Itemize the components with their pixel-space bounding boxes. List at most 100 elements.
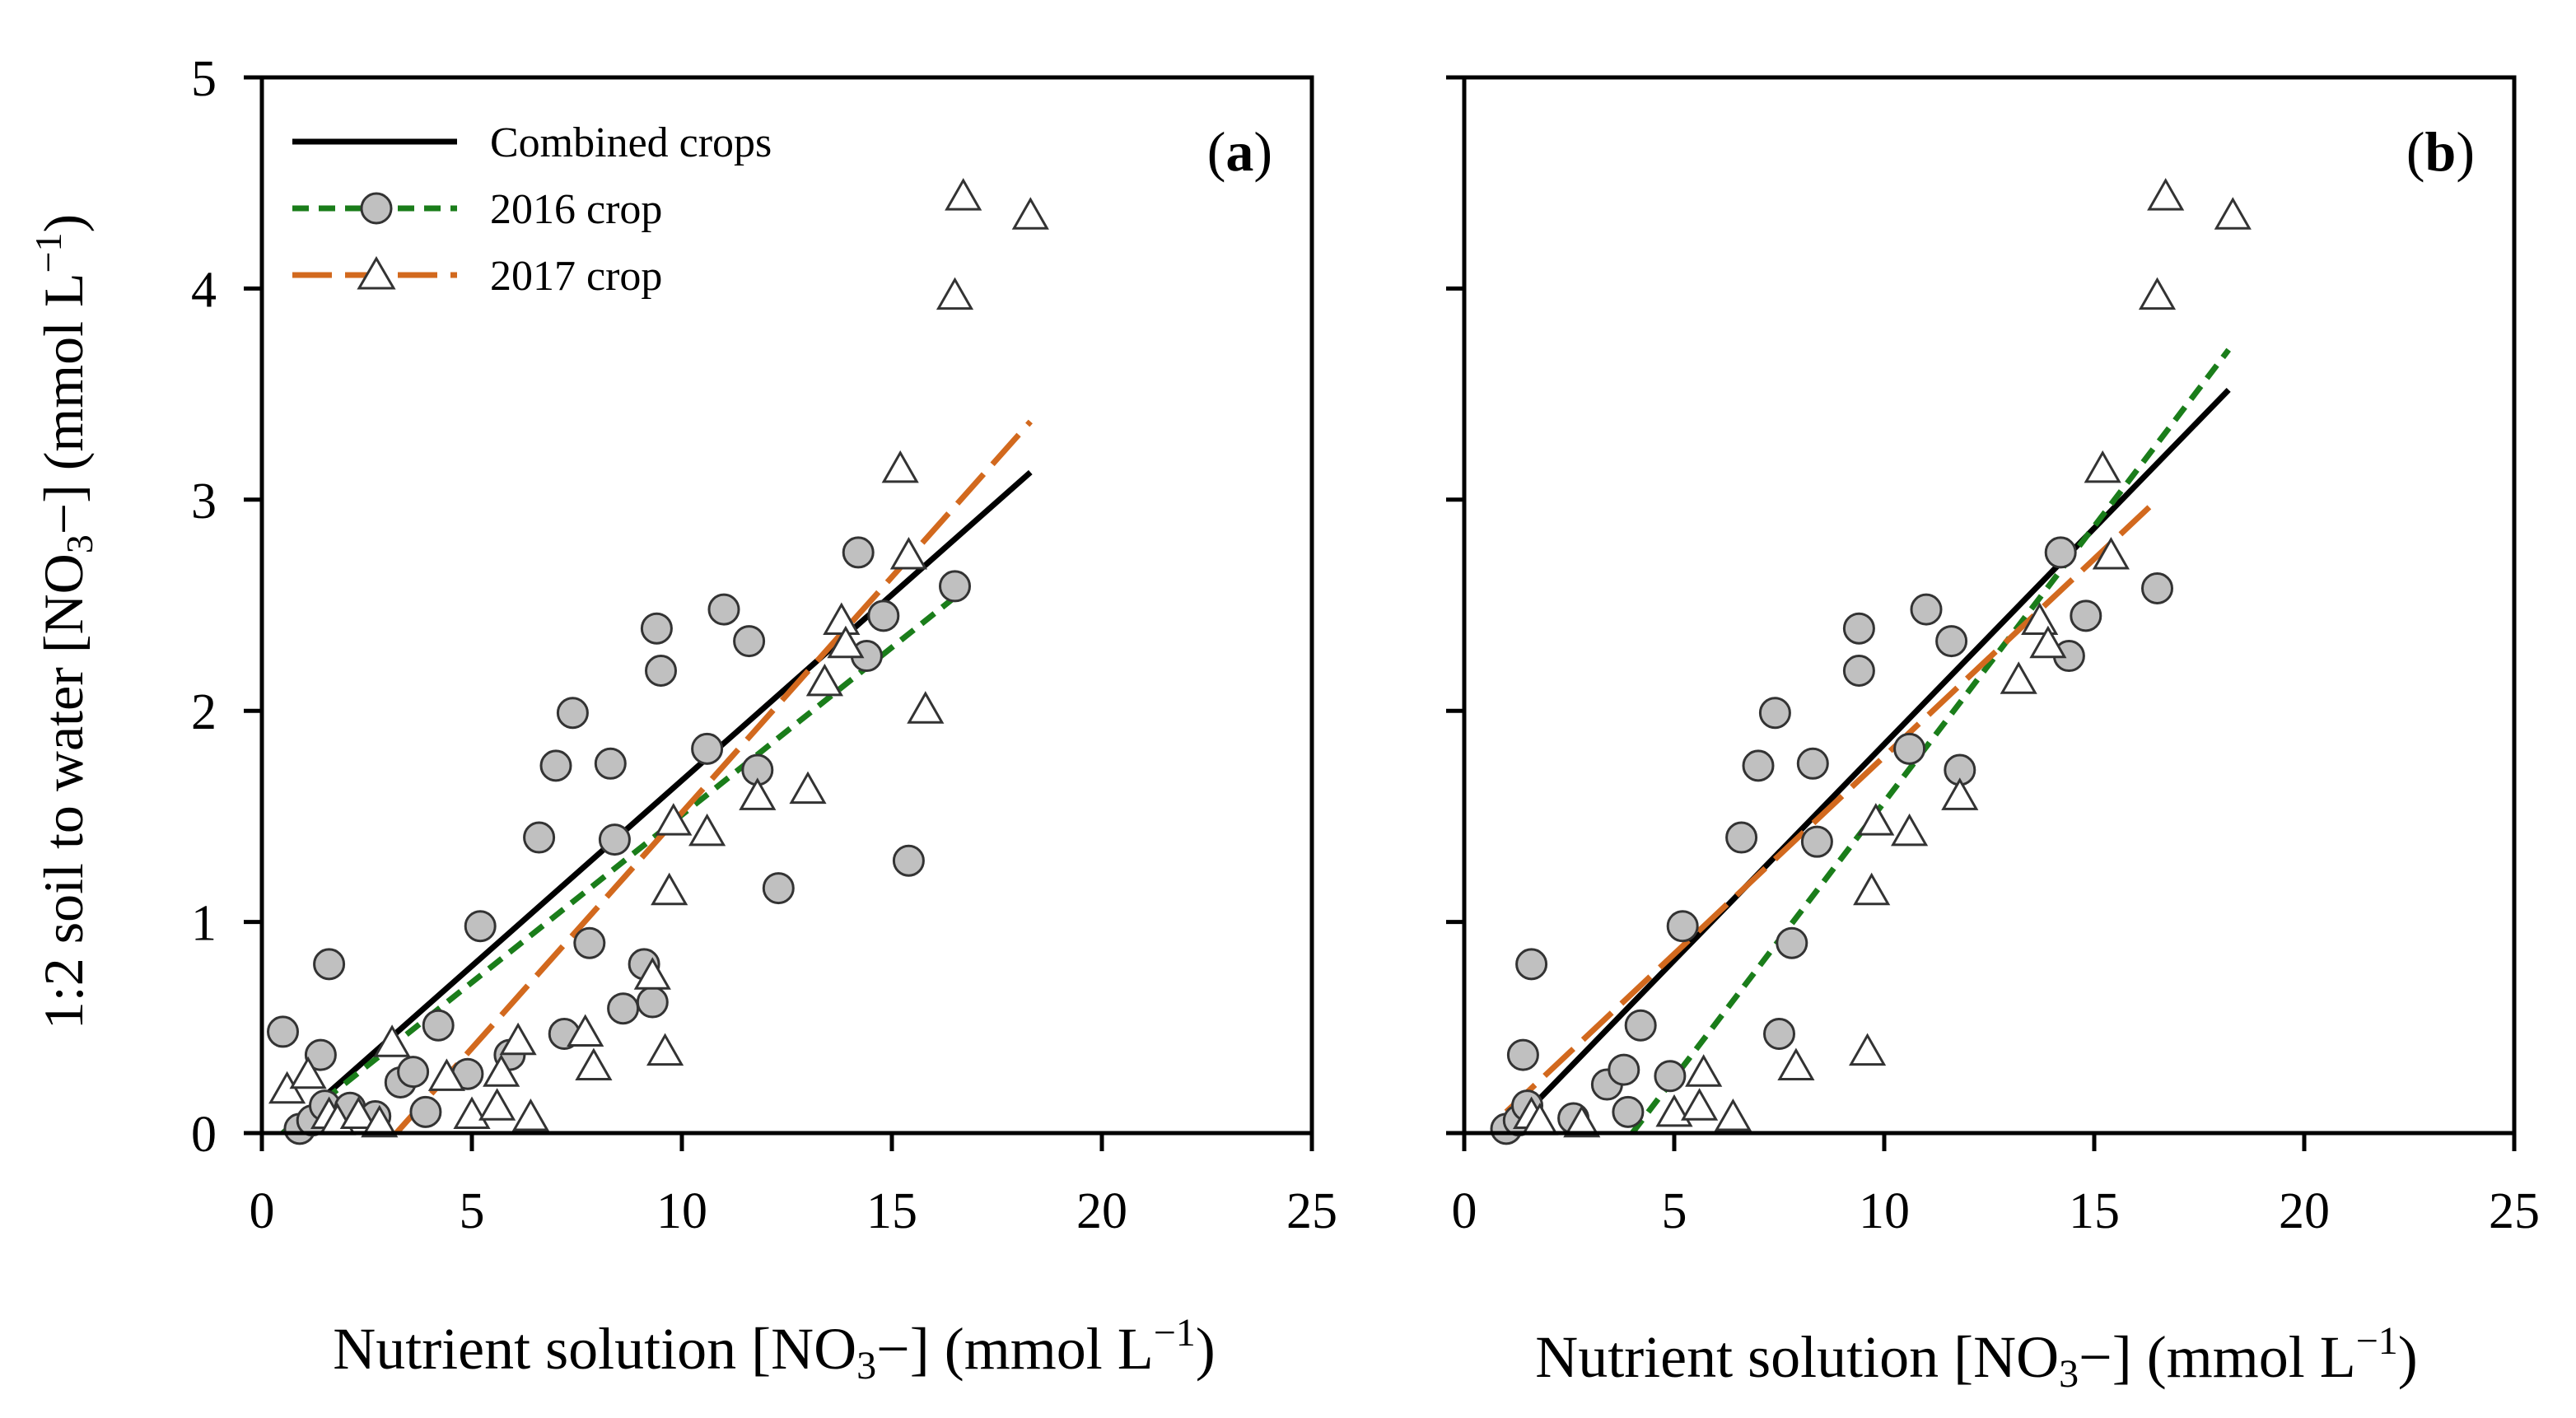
y-tick-label: 3 xyxy=(191,473,217,529)
point-2016 xyxy=(707,593,740,626)
legend-label-2017: 2017 crop xyxy=(490,253,662,300)
point-2016 xyxy=(556,697,589,730)
point-2017 xyxy=(453,1096,491,1129)
panel-a-xlabel-suffix: −] (mmol L xyxy=(876,1316,1154,1382)
panel-a-xlabel-prefix: Nutrient solution [NO xyxy=(333,1316,856,1382)
point-2016 xyxy=(1742,749,1775,782)
point-2016 xyxy=(892,844,925,877)
point-2017 xyxy=(945,178,982,211)
y-tick-label: 1 xyxy=(191,896,217,952)
legend-entry-2016: 2016 crop xyxy=(292,186,662,233)
panel-a-fit-lines xyxy=(281,419,1033,1136)
legend-marker-circle xyxy=(360,192,393,225)
point-2016 xyxy=(1935,625,1968,658)
x-tick-label: 15 xyxy=(866,1183,917,1239)
y-tick-label: 5 xyxy=(191,51,217,107)
point-2016 xyxy=(464,910,497,943)
point-2017 xyxy=(1853,872,1891,906)
point-2016 xyxy=(607,992,640,1025)
point-2016 xyxy=(2141,571,2173,604)
y-axis-label-sub: 3 xyxy=(58,534,100,553)
point-2017 xyxy=(2147,178,2185,211)
point-2017 xyxy=(633,957,671,990)
point-2017 xyxy=(655,803,693,836)
point-2016 xyxy=(539,749,572,782)
point-2016 xyxy=(422,1009,455,1042)
x-tick-label: 15 xyxy=(2069,1183,2120,1239)
point-2017 xyxy=(373,1024,411,1057)
panel-b: 0 5 10 15 20 25 (b) Nutrient solution [NO3−] … xyxy=(1446,75,2540,1396)
x-tick-label: 5 xyxy=(460,1183,485,1239)
point-2017 xyxy=(483,1054,520,1087)
point-2016 xyxy=(2070,599,2102,632)
point-2016 xyxy=(1910,593,1943,626)
x-tick-label: 0 xyxy=(250,1183,275,1239)
point-2016 xyxy=(867,599,900,632)
point-2017 xyxy=(2029,625,2067,659)
point-2016 xyxy=(397,1056,430,1089)
point-2016 xyxy=(939,570,971,603)
y-axis-label-sup: −1 xyxy=(27,232,69,273)
legend-label-combined: Combined crops xyxy=(490,119,772,166)
panel-a-xlabel-sup: −1 xyxy=(1154,1311,1196,1355)
point-2016 xyxy=(1763,1017,1795,1050)
legend-entry-2017: 2017 crop xyxy=(292,253,662,300)
panel-a-markers xyxy=(267,178,1049,1145)
point-2017 xyxy=(478,1088,516,1121)
panel-b-frame xyxy=(1462,75,2517,1136)
point-2017 xyxy=(1563,1104,1601,1138)
point-2017 xyxy=(289,1056,327,1089)
panel-b-ticks: 0 5 10 15 20 25 xyxy=(1446,75,2540,1239)
panel-a-ticks: 0 5 10 15 20 25 0 1 2 3 4 5 xyxy=(191,51,1337,1239)
point-2017 xyxy=(2214,197,2252,230)
point-2017 xyxy=(2000,661,2037,694)
legend: Combined crops 2016 crop 2017 crop xyxy=(292,119,772,300)
panel-a-letter: a xyxy=(1225,120,1253,183)
point-2017 xyxy=(1777,1047,1815,1081)
point-2017 xyxy=(1941,777,1979,810)
point-2017 xyxy=(2092,537,2130,570)
point-2016 xyxy=(1800,825,1833,858)
point-2016 xyxy=(1758,697,1791,730)
point-2016 xyxy=(1654,1060,1687,1093)
panel-a-frame xyxy=(259,75,1314,1136)
panel-b-fit-lines xyxy=(1504,348,2231,1136)
point-2016 xyxy=(598,823,631,856)
point-2017 xyxy=(499,1022,537,1056)
point-2017 xyxy=(427,1058,465,1091)
point-2017 xyxy=(651,872,688,906)
point-2016 xyxy=(1796,747,1829,780)
point-2016 xyxy=(645,654,677,687)
fit-line-crop2016 xyxy=(1630,348,2231,1136)
point-2016 xyxy=(1612,1095,1645,1128)
panel-b-xlabel-prefix: Nutrient solution [NO xyxy=(1535,1324,2059,1390)
point-2016 xyxy=(523,821,556,854)
panel-a-x-axis-label: Nutrient solution [NO3−] (mmol L−1) xyxy=(333,1311,1216,1388)
fit-line-combined xyxy=(281,469,1033,1136)
point-2016 xyxy=(267,1015,299,1048)
point-2016 xyxy=(594,747,627,780)
point-2017 xyxy=(789,771,827,805)
point-2016 xyxy=(1842,654,1875,687)
panel-a-xlabel-end: ) xyxy=(1196,1316,1216,1382)
x-tick-label: 25 xyxy=(2489,1183,2540,1239)
y-axis-label: 1:2 soil to water [NO3−] (mmol L−1) xyxy=(27,214,100,1029)
panel-b-xlabel-end: ) xyxy=(2398,1324,2418,1390)
x-tick-label: 5 xyxy=(1662,1183,1687,1239)
point-2017 xyxy=(805,663,843,697)
point-2016 xyxy=(1515,948,1548,981)
point-2017 xyxy=(1849,1033,1887,1066)
point-2017 xyxy=(827,625,865,659)
point-2016 xyxy=(842,536,875,569)
point-2017 xyxy=(1857,803,1895,836)
panel-b-letter: b xyxy=(2425,120,2457,183)
point-2016 xyxy=(733,625,766,658)
panel-a-label: (a) xyxy=(1207,120,1272,183)
fit-line-crop2017 xyxy=(1504,497,2159,1114)
point-2017 xyxy=(1655,1094,1693,1127)
point-2016 xyxy=(1624,1009,1657,1042)
point-2016 xyxy=(636,986,669,1019)
point-2016 xyxy=(304,1038,337,1071)
point-2016 xyxy=(313,948,346,981)
